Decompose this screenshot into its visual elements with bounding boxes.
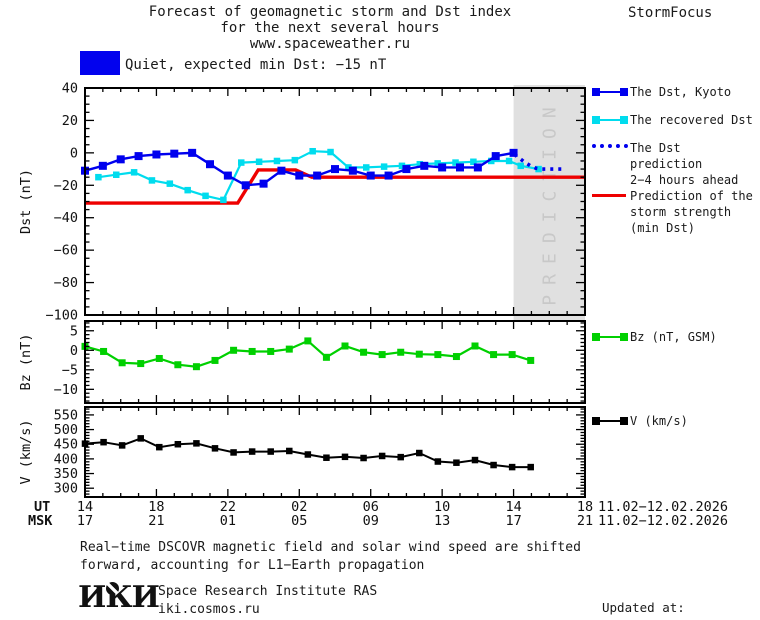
x-tick-label: 21 <box>148 513 164 529</box>
recovered-dst-swatch <box>592 112 628 128</box>
dst-kyoto-swatch <box>592 84 628 100</box>
dst-ytick-label: 0 <box>70 145 78 161</box>
x-tick-label: 18 <box>148 499 164 515</box>
dst-panel: PREDICTION 40 20 0 −20 −40 −60 −80 −100 Dst (nT) <box>18 81 586 324</box>
prediction-zone <box>513 85 585 320</box>
series-dst-prediction <box>513 153 563 171</box>
title-line2: for the next several hours <box>220 20 440 36</box>
legend-storm-prediction: Prediction of the storm strength (min Ds… <box>592 188 753 236</box>
v-panel-border <box>84 406 586 498</box>
storm-level-swatch <box>80 51 120 75</box>
title-line1: Forecast of geomagnetic storm and Dst in… <box>148 4 512 20</box>
x-tick-label: 05 <box>291 513 307 529</box>
legend-label: The Dst prediction 2−4 hours ahead <box>630 141 739 187</box>
legend-label: Prediction of the storm strength (min Ds… <box>630 189 753 235</box>
x-tick-label: 18 <box>577 499 593 515</box>
x-tick-label: 01 <box>220 513 236 529</box>
x-tick-label: 17 <box>77 513 93 529</box>
brand-label: StormFocus <box>628 5 713 21</box>
x-axis-row-title: UT <box>34 499 50 515</box>
date-range-label: 11.02−12.02.2026 <box>598 499 728 515</box>
x-tick-label: 10 <box>434 499 450 515</box>
x-axis-row-title: MSK <box>28 513 53 529</box>
updated-label: Updated at: <box>602 600 685 615</box>
legend-label: V (km/s) <box>630 414 688 428</box>
x-axis-row-ut: UT 14 18 22 02 06 10 14 18 11.02−12.02.2026 <box>34 499 728 515</box>
x-tick-label: 21 <box>577 513 593 529</box>
v-ytick-label: 300 <box>54 481 78 497</box>
bz-ytick-label: −5 <box>62 362 78 378</box>
bz-ytick-label: 5 <box>70 323 78 339</box>
bz-ytick-label: 0 <box>70 343 78 359</box>
legend-dst-kyoto: The Dst, Kyoto <box>592 84 731 100</box>
v-ytick-label: 500 <box>54 422 78 438</box>
institute-name: Space Research Institute RAS <box>158 584 378 599</box>
series-v <box>81 435 534 471</box>
dst-ytick-label: 40 <box>62 81 78 97</box>
v-swatch <box>592 413 628 429</box>
bz-panel-border <box>84 320 586 404</box>
institute-url[interactable]: iki.cosmos.ru <box>158 602 260 617</box>
x-axis-row-msk: MSK 17 21 01 05 09 13 17 21 11.02−12.02.2026 <box>28 513 728 529</box>
legend-label: Bz (nT, GSM) <box>630 330 717 344</box>
x-tick-label: 13 <box>434 513 450 529</box>
legend-bz: Bz (nT, GSM) <box>592 329 717 345</box>
logo-circle-mark <box>106 582 119 595</box>
prediction-zone-label: PREDICTION <box>539 97 560 305</box>
x-tick-label: 17 <box>505 513 521 529</box>
dst-ytick-label: −100 <box>45 308 78 324</box>
propagation-note: Real−time DSCOVR magnetic field and sola… <box>80 540 581 573</box>
series-recovered-dst <box>95 147 542 204</box>
bz-panel: 5 0 −5 −10 Bz (nT) <box>18 320 586 404</box>
x-tick-label: 14 <box>77 499 93 515</box>
bz-swatch <box>592 329 628 345</box>
legend-label: The recovered Dst <box>630 113 753 127</box>
page-title: Forecast of geomagnetic storm and Dst in… <box>85 4 575 52</box>
dst-axis-title: Dst (nT) <box>18 169 34 234</box>
date-range-label: 11.02−12.02.2026 <box>598 513 728 529</box>
v-axis-title: V (km/s) <box>18 419 34 484</box>
legend-dst-prediction: The Dst prediction 2−4 hours ahead <box>592 140 760 188</box>
series-bz <box>81 337 535 371</box>
title-url[interactable]: www.spaceweather.ru <box>249 36 411 52</box>
dst-ytick-label: 20 <box>62 113 78 129</box>
series-storm-prediction <box>85 168 585 205</box>
x-tick-label: 22 <box>220 499 236 515</box>
iki-logo-text: ИКИ <box>78 580 160 615</box>
v-ticks <box>84 407 586 498</box>
legend-v: V (km/s) <box>592 413 688 429</box>
x-tick-label: 02 <box>291 499 307 515</box>
x-tick-label: 09 <box>363 513 379 529</box>
v-ytick-label: 450 <box>54 437 78 453</box>
v-ytick-label: 400 <box>54 451 78 467</box>
dst-ytick-label: −20 <box>54 178 78 194</box>
x-tick-label: 06 <box>363 499 379 515</box>
dst-ytick-label: −40 <box>54 210 78 226</box>
dst-ytick-label: −60 <box>54 243 78 259</box>
storm-level-label: Quiet, expected min Dst: −15 nT <box>125 57 387 73</box>
series-dst-kyoto <box>81 148 518 190</box>
bz-ytick-label: −10 <box>54 382 78 398</box>
dst-ytick-label: −80 <box>54 275 78 291</box>
bz-ticks <box>84 321 586 403</box>
bz-axis-title: Bz (nT) <box>18 334 34 391</box>
iki-logo: ИКИ <box>78 580 160 615</box>
dst-prediction-swatch <box>592 140 628 156</box>
x-tick-label: 14 <box>505 499 521 515</box>
dst-ticks <box>84 87 586 316</box>
v-ytick-label: 550 <box>54 407 78 423</box>
v-ytick-label: 350 <box>54 466 78 482</box>
storm-prediction-swatch <box>592 188 628 204</box>
legend-recovered-dst: The recovered Dst <box>592 112 753 128</box>
legend-label: The Dst, Kyoto <box>630 85 732 99</box>
updated-block: Updated at: UT 14:05, 12.02.2026 MSK 17:… <box>602 568 760 620</box>
